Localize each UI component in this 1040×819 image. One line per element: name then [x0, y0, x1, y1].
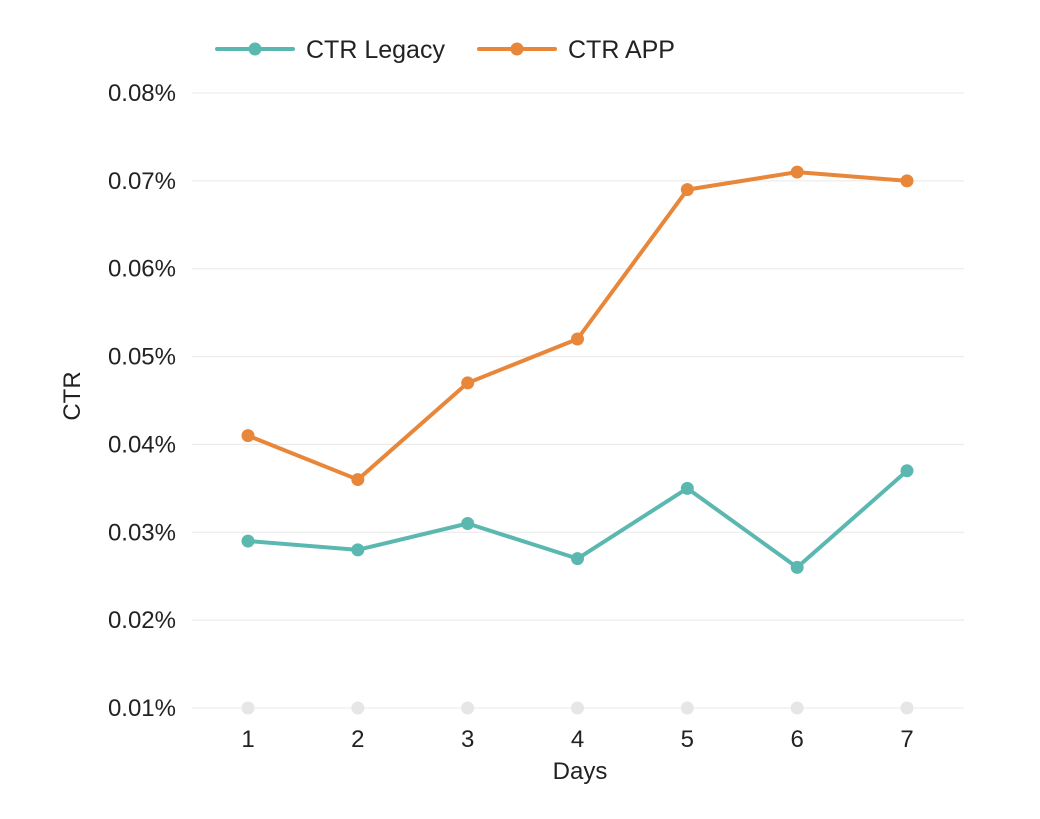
data-point-ctr-app: [900, 174, 914, 188]
data-point-ctr-app: [351, 473, 365, 487]
y-tick-label: 0.05%: [108, 344, 176, 371]
data-point-baseline: [571, 701, 584, 715]
y-tick-label: 0.04%: [108, 431, 176, 458]
data-point-ctr-legacy: [571, 552, 584, 566]
data-point-ctr-app: [241, 429, 255, 443]
x-tick-label: 5: [681, 726, 694, 753]
data-point-ctr-legacy: [351, 543, 365, 557]
y-axis-ticks: 0.01% 0.02% 0.03% 0.04% 0.05% 0.06% 0.07% 0.08%: [108, 80, 176, 722]
x-tick-label: 1: [241, 726, 254, 753]
data-point-ctr-legacy: [241, 534, 255, 548]
y-tick-label: 0.07%: [108, 168, 176, 195]
y-tick-label: 0.06%: [108, 256, 176, 283]
data-point-ctr-app: [461, 376, 475, 390]
y-tick-label: 0.08%: [108, 80, 176, 107]
data-point-ctr-app: [680, 183, 694, 197]
x-tick-label: 3: [461, 726, 474, 753]
x-axis-title: Days: [553, 758, 608, 785]
grid-layer: [192, 92, 964, 709]
data-point-ctr-legacy: [900, 464, 914, 478]
y-axis-title: CTR: [59, 371, 86, 420]
data-point-ctr-legacy: [461, 517, 475, 530]
series-baseline: [241, 701, 914, 715]
y-tick-label: 0.02%: [108, 607, 176, 634]
data-point-ctr-app: [790, 165, 804, 179]
series-ctr-legacy: [241, 464, 914, 574]
data-point-baseline: [790, 701, 804, 715]
data-point-ctr-legacy: [680, 481, 694, 495]
x-tick-label: 2: [351, 726, 364, 753]
data-point-ctr-legacy: [790, 560, 804, 574]
data-point-baseline: [241, 701, 255, 715]
legend-label: CTR APP: [568, 36, 675, 64]
x-tick-label: 6: [790, 726, 803, 753]
x-axis-ticks: 1 2 3 4 5 6 7: [241, 726, 913, 753]
legend: CTR Legacy CTR APP: [215, 36, 675, 64]
legend-swatch-marker: [248, 42, 262, 56]
data-point-baseline: [351, 701, 365, 715]
series-ctr-app: [241, 165, 914, 487]
legend-label: CTR Legacy: [306, 36, 445, 64]
y-tick-label: 0.01%: [108, 695, 176, 722]
legend-item-ctr-app: CTR APP: [477, 36, 675, 64]
data-point-baseline: [900, 701, 914, 715]
series-line-ctr-app: [246, 170, 909, 482]
data-point-ctr-app: [571, 332, 584, 346]
data-point-baseline: [461, 701, 475, 715]
x-tick-label: 7: [900, 726, 913, 753]
x-tick-label: 4: [571, 726, 584, 753]
y-tick-label: 0.03%: [108, 519, 176, 546]
legend-swatch-marker: [510, 42, 524, 56]
series-layer: [241, 165, 914, 715]
legend-item-ctr-legacy: CTR Legacy: [215, 36, 445, 64]
data-point-baseline: [680, 701, 694, 715]
